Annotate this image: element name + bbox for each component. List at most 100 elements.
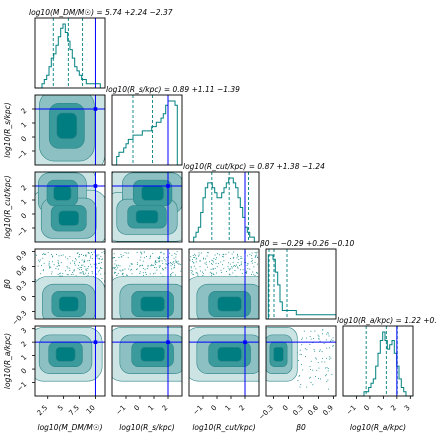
sample-point bbox=[251, 257, 253, 259]
sample-point bbox=[85, 255, 87, 257]
sample-point bbox=[72, 273, 74, 275]
sample-point bbox=[113, 272, 115, 274]
sample-point bbox=[237, 266, 239, 268]
panel-frame-2-1 bbox=[111, 171, 183, 243]
contour-3-1-3-0 bbox=[140, 296, 165, 312]
sample-point bbox=[153, 264, 155, 266]
sample-point bbox=[328, 358, 330, 360]
sample-point bbox=[232, 272, 234, 274]
sample-point bbox=[239, 269, 241, 271]
sample-point bbox=[47, 252, 49, 254]
sample-point bbox=[215, 263, 217, 265]
sample-point bbox=[190, 269, 192, 271]
sample-point bbox=[136, 262, 138, 264]
sample-point bbox=[177, 262, 179, 264]
sample-point bbox=[327, 333, 329, 335]
sample-point bbox=[212, 269, 214, 271]
sample-point bbox=[220, 261, 222, 263]
sample-point bbox=[160, 272, 162, 274]
sample-point bbox=[80, 272, 82, 274]
y-tick-label-beta0: 0 bbox=[20, 294, 29, 303]
sample-point bbox=[223, 268, 225, 270]
sample-point bbox=[297, 380, 299, 382]
sample-point bbox=[212, 273, 214, 275]
sample-point bbox=[328, 335, 330, 337]
sample-point bbox=[232, 261, 234, 263]
sample-point bbox=[142, 260, 144, 262]
sample-point bbox=[314, 350, 316, 352]
density-4-3 bbox=[266, 327, 336, 390]
sample-point bbox=[79, 272, 81, 274]
sample-point bbox=[60, 272, 62, 274]
density-1-0 bbox=[35, 95, 105, 165]
sample-point bbox=[84, 265, 86, 267]
sample-point bbox=[316, 369, 318, 371]
sample-point bbox=[325, 374, 327, 376]
sample-point bbox=[96, 254, 98, 256]
sample-point bbox=[228, 251, 230, 253]
x-axis-label-ra: log10(R_a/kpc) bbox=[350, 423, 406, 432]
x-tick-label-mdm: 5 bbox=[56, 404, 65, 413]
sample-point bbox=[75, 275, 77, 277]
histogram-rs bbox=[112, 100, 182, 166]
sample-point bbox=[159, 266, 161, 268]
panel-bg-0-0 bbox=[35, 18, 105, 88]
sample-point bbox=[90, 257, 92, 259]
sample-point bbox=[48, 264, 50, 266]
sample-point bbox=[114, 263, 116, 265]
sample-point bbox=[202, 258, 204, 260]
y-tick-label-ra: 3 bbox=[20, 326, 29, 335]
sample-point bbox=[214, 254, 216, 256]
sample-point bbox=[82, 272, 84, 274]
sample-point bbox=[240, 264, 242, 266]
sample-point bbox=[190, 267, 192, 269]
sample-point bbox=[91, 266, 93, 268]
sample-point bbox=[156, 269, 158, 271]
sample-point bbox=[142, 272, 144, 274]
x-tick-label-mdm: 2.5 bbox=[36, 404, 50, 418]
sample-point bbox=[327, 368, 329, 370]
sample-point bbox=[67, 258, 69, 260]
sample-point bbox=[151, 264, 153, 266]
sample-point bbox=[312, 369, 314, 371]
sample-point bbox=[319, 340, 321, 342]
sample-point bbox=[332, 345, 334, 347]
sample-point bbox=[174, 253, 176, 255]
sample-point bbox=[330, 340, 332, 342]
sample-point bbox=[118, 256, 120, 258]
sample-point bbox=[225, 253, 227, 255]
sample-point bbox=[309, 377, 311, 379]
sample-point bbox=[124, 252, 126, 254]
sample-point bbox=[154, 262, 156, 264]
sample-point bbox=[87, 260, 89, 262]
sample-point bbox=[163, 257, 165, 259]
x-axis-label-rcut: log10(R_cut/kpc) bbox=[192, 423, 255, 432]
sample-point bbox=[103, 251, 105, 253]
sample-point bbox=[207, 266, 209, 268]
sample-point bbox=[90, 255, 92, 257]
sample-point bbox=[310, 338, 312, 340]
panel-frame-4-1 bbox=[111, 325, 183, 397]
x-tick-label-ra: 1 bbox=[376, 404, 385, 413]
sample-point bbox=[237, 256, 239, 258]
sample-point bbox=[100, 262, 102, 264]
sample-point bbox=[131, 273, 133, 275]
sample-point bbox=[57, 268, 59, 270]
sample-point bbox=[246, 270, 248, 272]
sample-point bbox=[315, 357, 317, 359]
sample-point bbox=[115, 271, 117, 273]
sample-point bbox=[237, 267, 239, 269]
sample-point bbox=[91, 258, 93, 260]
sample-point bbox=[198, 255, 200, 257]
sample-point bbox=[140, 256, 142, 258]
sample-point bbox=[176, 251, 178, 253]
sample-point bbox=[155, 260, 157, 262]
sample-point bbox=[240, 263, 242, 265]
y-axis-label-rcut: log10(R_cut/kpc) bbox=[3, 175, 12, 238]
sample-point bbox=[314, 330, 316, 332]
sample-point bbox=[159, 265, 161, 267]
sample-point bbox=[82, 264, 84, 266]
truth-marker-2-0 bbox=[93, 184, 98, 188]
sample-point bbox=[73, 269, 75, 271]
sample-point bbox=[210, 262, 212, 264]
